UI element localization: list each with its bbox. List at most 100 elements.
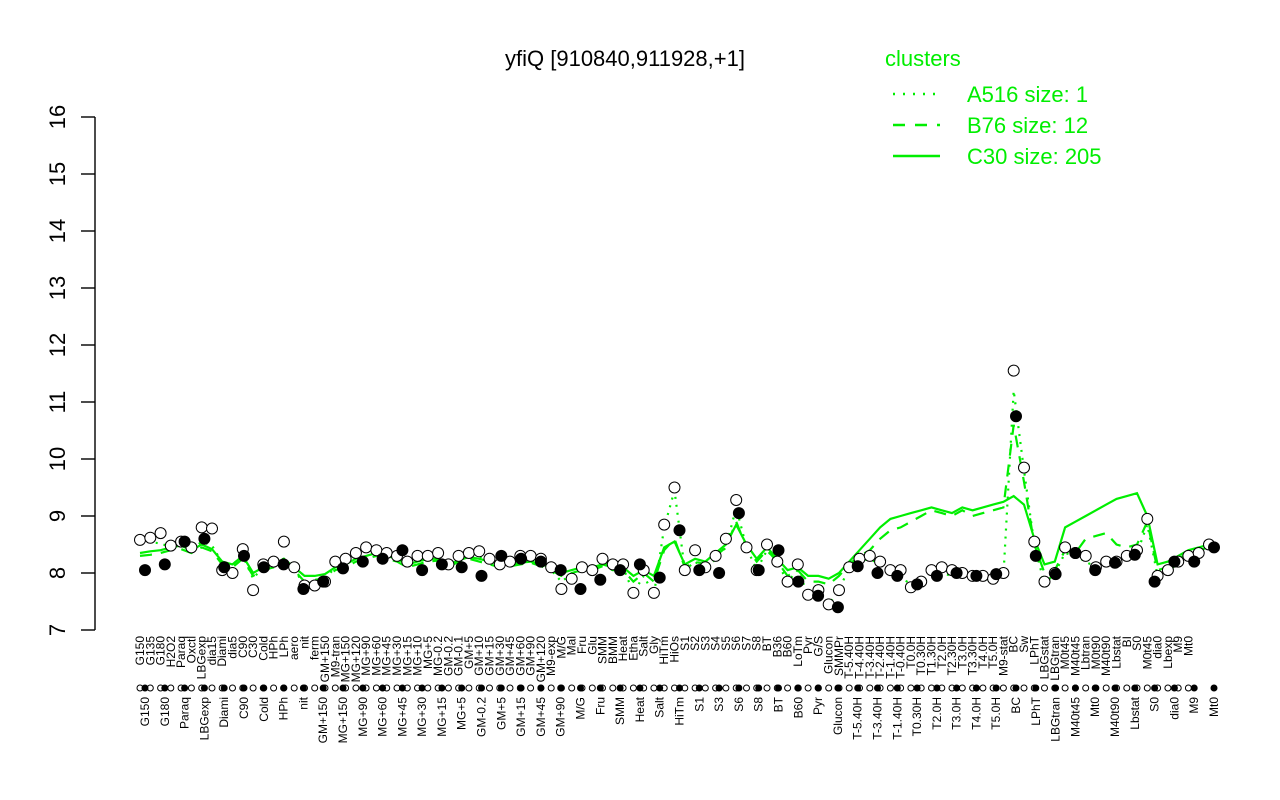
- y-tick-label: 7: [45, 624, 70, 636]
- x-rug-mark: [743, 684, 750, 692]
- x-rug-mark-filled: [398, 684, 406, 692]
- data-point-open: [555, 583, 568, 595]
- x-tick-label-bottom: Paraq: [178, 697, 192, 729]
- x-tick-label-bottom: S1: [692, 697, 706, 712]
- x-tick-label-bottom: LBGexp: [197, 697, 211, 741]
- x-tick-label-bottom: MG+5: [455, 697, 469, 730]
- x-tick-label-top: GM+60: [513, 636, 527, 676]
- x-rug-mark: [167, 684, 175, 692]
- x-tick-label-top: G150: [133, 636, 147, 666]
- x-tick-label-top: M9-exp: [544, 636, 558, 676]
- data-point-filled: [772, 544, 785, 557]
- data-point-open: [1028, 535, 1041, 548]
- x-tick-label-bottom: BT: [772, 696, 786, 712]
- x-tick-label-top: nit: [298, 635, 312, 648]
- x-tick-label-top: M40t45: [1068, 636, 1082, 676]
- x-tick-label-top: S3: [698, 636, 712, 651]
- x-tick-label-bottom: MG+150: [336, 697, 350, 744]
- x-tick-label-bottom: Lbstat: [1128, 696, 1142, 729]
- data-point-open: [1007, 364, 1020, 377]
- data-point-filled: [693, 564, 706, 577]
- legend: clusters A516 size: 1 B76 size: 12 C30 s…: [885, 46, 1102, 169]
- data-point-filled: [851, 560, 864, 573]
- x-tick-label-top: T0.30H: [914, 636, 928, 675]
- data-point-filled: [435, 558, 448, 571]
- x-tick-label-top: dia0: [1151, 636, 1165, 659]
- x-tick-label-top: GM+10: [472, 636, 486, 676]
- y-tick-label: 8: [45, 567, 70, 579]
- x-rug-mark-filled: [577, 684, 584, 692]
- data-point-filled: [158, 558, 171, 571]
- y-tick-label: 14: [45, 219, 70, 243]
- data-point-open: [144, 531, 157, 544]
- data-point-filled: [792, 575, 805, 588]
- y-tick-label: 15: [45, 162, 70, 186]
- data-point-filled: [317, 575, 330, 588]
- y-tick-label: 9: [45, 510, 70, 522]
- x-tick-label-top: T3.30H: [966, 636, 980, 675]
- x-tick-label-bottom: GM+5: [494, 697, 508, 730]
- x-rug-mark-filled: [141, 684, 149, 692]
- x-tick-label-top: T0.0H: [904, 636, 918, 669]
- x-rug-mark: [208, 684, 216, 692]
- x-rug-mark-filled: [1210, 684, 1218, 692]
- x-tick-label-top: T-1.40H: [883, 636, 897, 679]
- x-tick-label-top: Paraq: [174, 636, 188, 668]
- x-tick-label-bottom: G150: [138, 697, 152, 727]
- data-point-open: [678, 564, 691, 577]
- data-point-open: [802, 588, 815, 601]
- x-rug-mark-filled: [814, 684, 822, 692]
- x-rug-mark-filled: [517, 684, 525, 692]
- x-rug-mark-filled: [1190, 684, 1198, 692]
- x-rug-mark-filled: [478, 684, 485, 692]
- data-point-filled: [396, 544, 409, 557]
- data-point-open: [483, 552, 496, 565]
- x-tick-label-top: SMMPr: [832, 636, 846, 676]
- x-rug-mark-filled: [992, 684, 1000, 692]
- x-tick-label-top: LPh: [277, 636, 291, 657]
- data-point-filled: [614, 564, 627, 577]
- y-tick-label: 16: [45, 105, 70, 129]
- legend-label-b76: B76 size: 12: [967, 113, 1088, 138]
- x-tick-label-bottom: T4.0H: [969, 697, 983, 730]
- x-rug-mark: [784, 684, 792, 692]
- data-point-open: [1161, 564, 1174, 577]
- x-tick-label-top: T1.30H: [925, 636, 939, 675]
- x-tick-label-top: HiOs: [668, 636, 682, 663]
- x-rug-mark: [1061, 684, 1069, 692]
- x-rug-mark-filled: [676, 684, 683, 692]
- series-layer: [139, 390, 1210, 606]
- data-point-filled: [950, 567, 963, 579]
- data-point-open: [206, 522, 218, 535]
- data-point-open: [1059, 541, 1072, 554]
- data-point-filled: [534, 555, 547, 568]
- x-tick-label-top: GM+45: [503, 636, 517, 676]
- data-point-filled: [277, 558, 290, 571]
- data-point-filled: [218, 561, 231, 574]
- data-point-open: [565, 572, 578, 585]
- x-tick-label-bottom: SMM: [613, 697, 627, 725]
- y-tick-label: 12: [45, 333, 70, 357]
- x-rug-mark-filled: [161, 684, 169, 692]
- data-point-filled: [1109, 556, 1121, 569]
- data-point-open: [771, 555, 784, 568]
- x-rug-mark: [444, 684, 452, 692]
- x-tick-label-top: T2.0H: [935, 636, 949, 669]
- data-point-filled: [515, 552, 528, 565]
- x-tick-label-top: Etha: [626, 636, 640, 661]
- x-rug-mark: [588, 684, 596, 692]
- data-point-open: [226, 567, 239, 579]
- data-point-filled: [1208, 541, 1220, 554]
- data-point-filled: [1168, 555, 1181, 568]
- data-point-filled: [633, 558, 646, 571]
- y-axis: 7 8 9 10 11 12 13 14 15 16: [45, 105, 96, 636]
- x-rug-mark: [331, 684, 339, 692]
- x-tick-label-top: GM+5: [462, 636, 476, 669]
- data-point-open: [432, 547, 445, 559]
- x-rug-mark: [568, 684, 576, 692]
- x-rug-mark-filled: [695, 684, 703, 692]
- x-rug-mark: [352, 684, 360, 692]
- data-point-open: [730, 494, 743, 506]
- x-tick-label-top: Mt0: [1181, 636, 1195, 656]
- data-point-open: [473, 545, 486, 558]
